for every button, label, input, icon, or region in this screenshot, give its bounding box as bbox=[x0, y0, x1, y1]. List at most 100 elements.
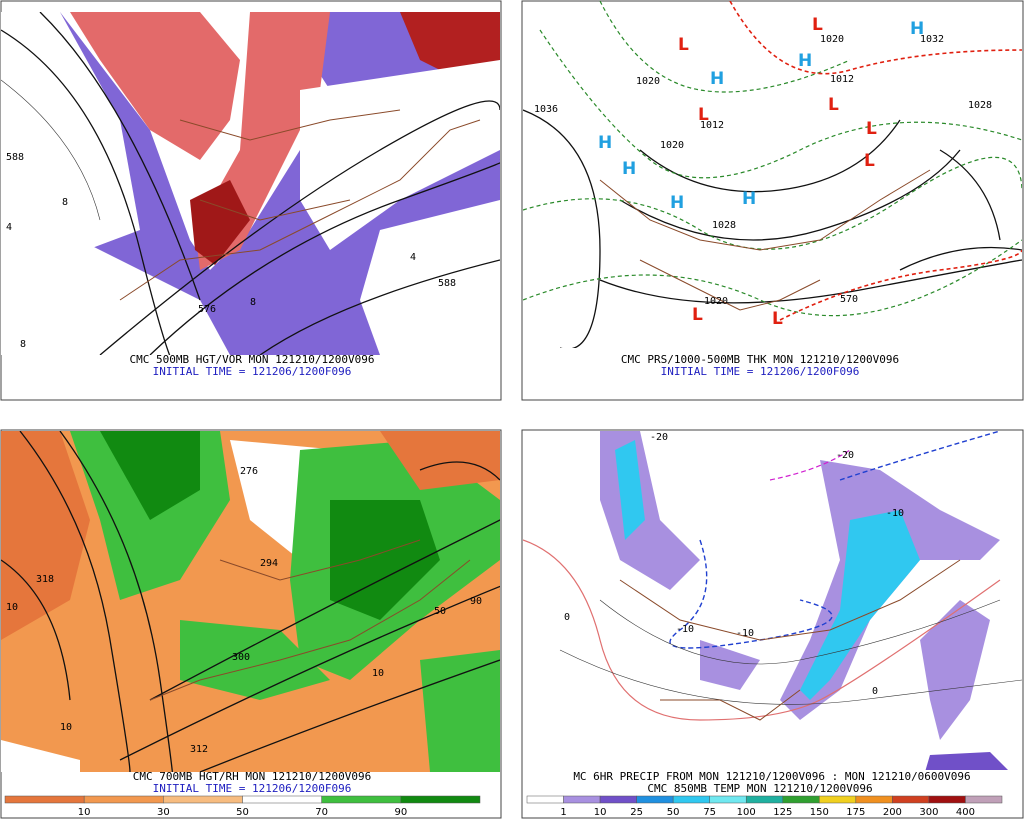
map-label: 90 bbox=[470, 596, 482, 607]
map-label: 1012 bbox=[830, 74, 854, 85]
colorbar-label: 75 bbox=[703, 807, 716, 818]
colorbar: 10 30 50 70 90 bbox=[4, 795, 481, 818]
map-label: 588 bbox=[6, 152, 24, 163]
colorbar-swatch bbox=[526, 795, 564, 804]
high-marker: H bbox=[798, 51, 812, 71]
map-label: -10 bbox=[886, 508, 904, 519]
map-label: 0 bbox=[564, 612, 570, 623]
high-marker: H bbox=[742, 189, 756, 209]
map-label: 8 bbox=[62, 197, 68, 208]
subcaption: CMC 850MB TEMP MON 121210/1200V096 bbox=[647, 782, 872, 795]
map-label: 10 bbox=[6, 602, 18, 613]
map-label: 1032 bbox=[920, 34, 944, 45]
colorbar-label: 10 bbox=[78, 807, 91, 818]
map-label: 318 bbox=[36, 574, 54, 585]
colorbar-swatch bbox=[599, 795, 637, 804]
colorbar-swatch bbox=[782, 795, 820, 804]
map-label: 1020 bbox=[704, 296, 728, 307]
colorbar-label: 30 bbox=[157, 807, 170, 818]
panel-700mb: 318 300 312 294 276 10 10 90 50 10 CMC 7… bbox=[0, 429, 502, 819]
low-marker: L bbox=[864, 151, 875, 171]
panel-frame bbox=[521, 0, 1024, 401]
map-label: 576 bbox=[198, 304, 216, 315]
map-label: -20 bbox=[836, 450, 854, 461]
map-label: 1020 bbox=[636, 76, 660, 87]
panel-pressure: L L L L L L L L H H H H H H H 1036 1020 … bbox=[521, 0, 1024, 401]
map-label: 1020 bbox=[820, 34, 844, 45]
colorbar-label: 300 bbox=[919, 807, 938, 818]
map-label: 1012 bbox=[700, 120, 724, 131]
map-label: 570 bbox=[840, 294, 858, 305]
map bbox=[523, 431, 1022, 770]
colorbar-label: 10 bbox=[594, 807, 607, 818]
colorbar-label: 200 bbox=[883, 807, 902, 818]
map-label: 276 bbox=[240, 466, 258, 477]
map-label: 4 bbox=[410, 252, 416, 263]
low-marker: L bbox=[812, 15, 823, 35]
map-label: 312 bbox=[190, 744, 208, 755]
map-label: 4 bbox=[6, 222, 12, 233]
map bbox=[1, 12, 500, 355]
colorbar-swatch bbox=[965, 795, 1003, 804]
high-marker: H bbox=[670, 193, 684, 213]
high-marker: H bbox=[710, 69, 724, 89]
colorbar-swatch bbox=[745, 795, 784, 804]
colorbar-swatch bbox=[242, 795, 322, 804]
colorbar-swatch bbox=[83, 795, 164, 804]
colorbar-label: 175 bbox=[846, 807, 865, 818]
colorbar-swatch bbox=[163, 795, 243, 804]
map-label: -10 bbox=[676, 624, 694, 635]
colorbar-swatch bbox=[855, 795, 893, 804]
colorbar-label: 400 bbox=[956, 807, 975, 818]
colorbar-swatch bbox=[321, 795, 402, 804]
colorbar-swatch bbox=[400, 795, 481, 804]
colorbar-label: 125 bbox=[773, 807, 792, 818]
map-label: 0 bbox=[872, 686, 878, 697]
colorbar-swatch bbox=[563, 795, 601, 804]
colorbar-label: 90 bbox=[394, 807, 407, 818]
colorbar-label: 150 bbox=[810, 807, 829, 818]
low-marker: L bbox=[828, 95, 839, 115]
colorbar-label: 25 bbox=[630, 807, 643, 818]
colorbar-label: 70 bbox=[315, 807, 328, 818]
colorbar: 1 10 25 50 75 100 125 150 175 200 300 400 bbox=[526, 795, 1003, 818]
map-label: 1036 bbox=[534, 104, 558, 115]
caption: MC 6HR PRECIP FROM MON 121210/1200V096 :… bbox=[573, 770, 970, 783]
caption: CMC PRS/1000-500MB THK MON 121210/1200V0… bbox=[621, 353, 899, 366]
colorbar-swatch bbox=[672, 795, 710, 804]
low-marker: L bbox=[678, 35, 689, 55]
colorbar-swatch bbox=[819, 795, 857, 804]
colorbar-swatch bbox=[709, 795, 747, 804]
panel-frame bbox=[521, 429, 1024, 819]
colorbar-label: 50 bbox=[236, 807, 249, 818]
colorbar-swatch bbox=[892, 795, 930, 804]
map-label: 10 bbox=[60, 722, 72, 733]
high-marker: H bbox=[910, 19, 924, 39]
map-label: 294 bbox=[260, 558, 278, 569]
initial-time: INITIAL TIME = 121206/1200F096 bbox=[153, 365, 352, 378]
map-label: 8 bbox=[20, 339, 26, 350]
colorbar-label: 100 bbox=[737, 807, 756, 818]
initial-time: INITIAL TIME = 121206/1200F096 bbox=[661, 365, 860, 378]
map-label: 50 bbox=[434, 606, 446, 617]
low-marker: L bbox=[698, 105, 709, 125]
panel-precip: -10 -10 -20 0 -10 0 -20 MC 6HR PRECIP FR… bbox=[521, 429, 1024, 819]
map-label: -20 bbox=[650, 432, 668, 443]
high-marker: H bbox=[598, 133, 612, 153]
low-marker: L bbox=[692, 305, 703, 325]
caption: CMC 500MB HGT/VOR MON 121210/1200V096 bbox=[129, 353, 374, 366]
map-label: 1020 bbox=[660, 140, 684, 151]
map-label: -10 bbox=[736, 628, 754, 639]
colorbar-swatch bbox=[928, 795, 966, 804]
low-marker: L bbox=[772, 309, 783, 329]
low-marker: L bbox=[866, 119, 877, 139]
caption: CMC 700MB HGT/RH MON 121210/1200V096 bbox=[133, 770, 371, 783]
colorbar-swatch bbox=[636, 795, 674, 804]
map-label: 1028 bbox=[968, 100, 992, 111]
colorbar-label: 1 bbox=[560, 807, 566, 818]
colorbar-label: 50 bbox=[667, 807, 680, 818]
map-label: 588 bbox=[438, 278, 456, 289]
map bbox=[1, 431, 500, 772]
map-label: 1028 bbox=[712, 220, 736, 231]
